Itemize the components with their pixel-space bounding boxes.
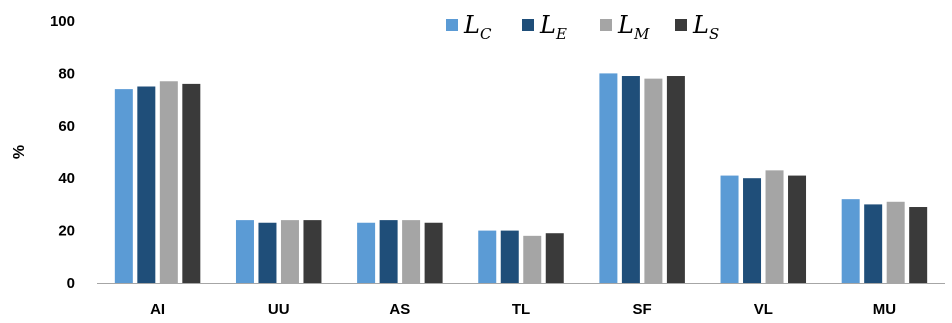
bar-as-l-e [379,220,398,283]
bar-uu-l-s [303,220,322,283]
bar-tl-l-c [478,230,497,283]
bar-uu-l-e [258,222,277,283]
bar-mu-l-m [886,201,905,283]
bar-vl-l-s [788,175,807,283]
bar-tl-l-e [500,230,519,283]
x-tick-label: VL [754,301,773,318]
x-tick-label: AS [389,301,410,318]
y-tick-label: 80 [58,65,75,82]
legend-swatch [600,19,612,31]
bar-as-l-m [402,220,421,283]
bar-vl-l-e [743,178,762,283]
bar-mu-l-c [841,199,860,283]
legend-label: LS [692,11,719,43]
legend-label: LC [463,11,492,43]
bar-sf-l-s [666,76,685,284]
bar-uu-l-m [280,220,299,283]
bar-ai-l-s [182,83,201,283]
bar-vl-l-m [765,170,784,283]
legend-swatch [675,19,687,31]
x-tick-label: UU [268,301,290,318]
bar-mu-l-s [909,207,928,283]
y-tick-label: 100 [50,13,75,30]
bar-tl-l-s [545,233,564,283]
bar-ai-l-e [137,86,156,283]
bar-as-l-s [424,222,443,283]
bar-sf-l-e [621,76,640,284]
bars-group [114,73,928,284]
legend-swatch [446,19,458,31]
bar-sf-l-c [599,73,618,284]
bar-sf-l-m [644,78,663,283]
y-tick-label: 40 [58,170,75,187]
legend-swatch [522,19,534,31]
legend-label: LM [617,11,650,43]
bar-ai-l-c [114,89,133,284]
y-tick-label: 60 [58,118,75,135]
y-axis: 0 20 40 60 80 100 [50,13,75,292]
x-axis-labels: AI UU AS TL SF VL MU [150,301,896,318]
bar-vl-l-c [720,175,739,283]
bar-uu-l-c [235,220,254,283]
bar-mu-l-e [864,204,883,283]
bar-as-l-c [357,222,376,283]
x-tick-label: TL [512,301,530,318]
y-tick-label: 20 [58,223,75,240]
x-tick-label: MU [873,301,896,318]
x-tick-label: AI [150,301,165,318]
x-tick-label: SF [633,301,652,318]
y-tick-label: 0 [67,275,75,292]
bar-ai-l-m [159,81,178,283]
legend-label: LE [539,11,567,43]
legend: LC LE LM LS [446,11,719,43]
y-axis-label: % [11,145,28,159]
bar-tl-l-m [523,235,542,283]
